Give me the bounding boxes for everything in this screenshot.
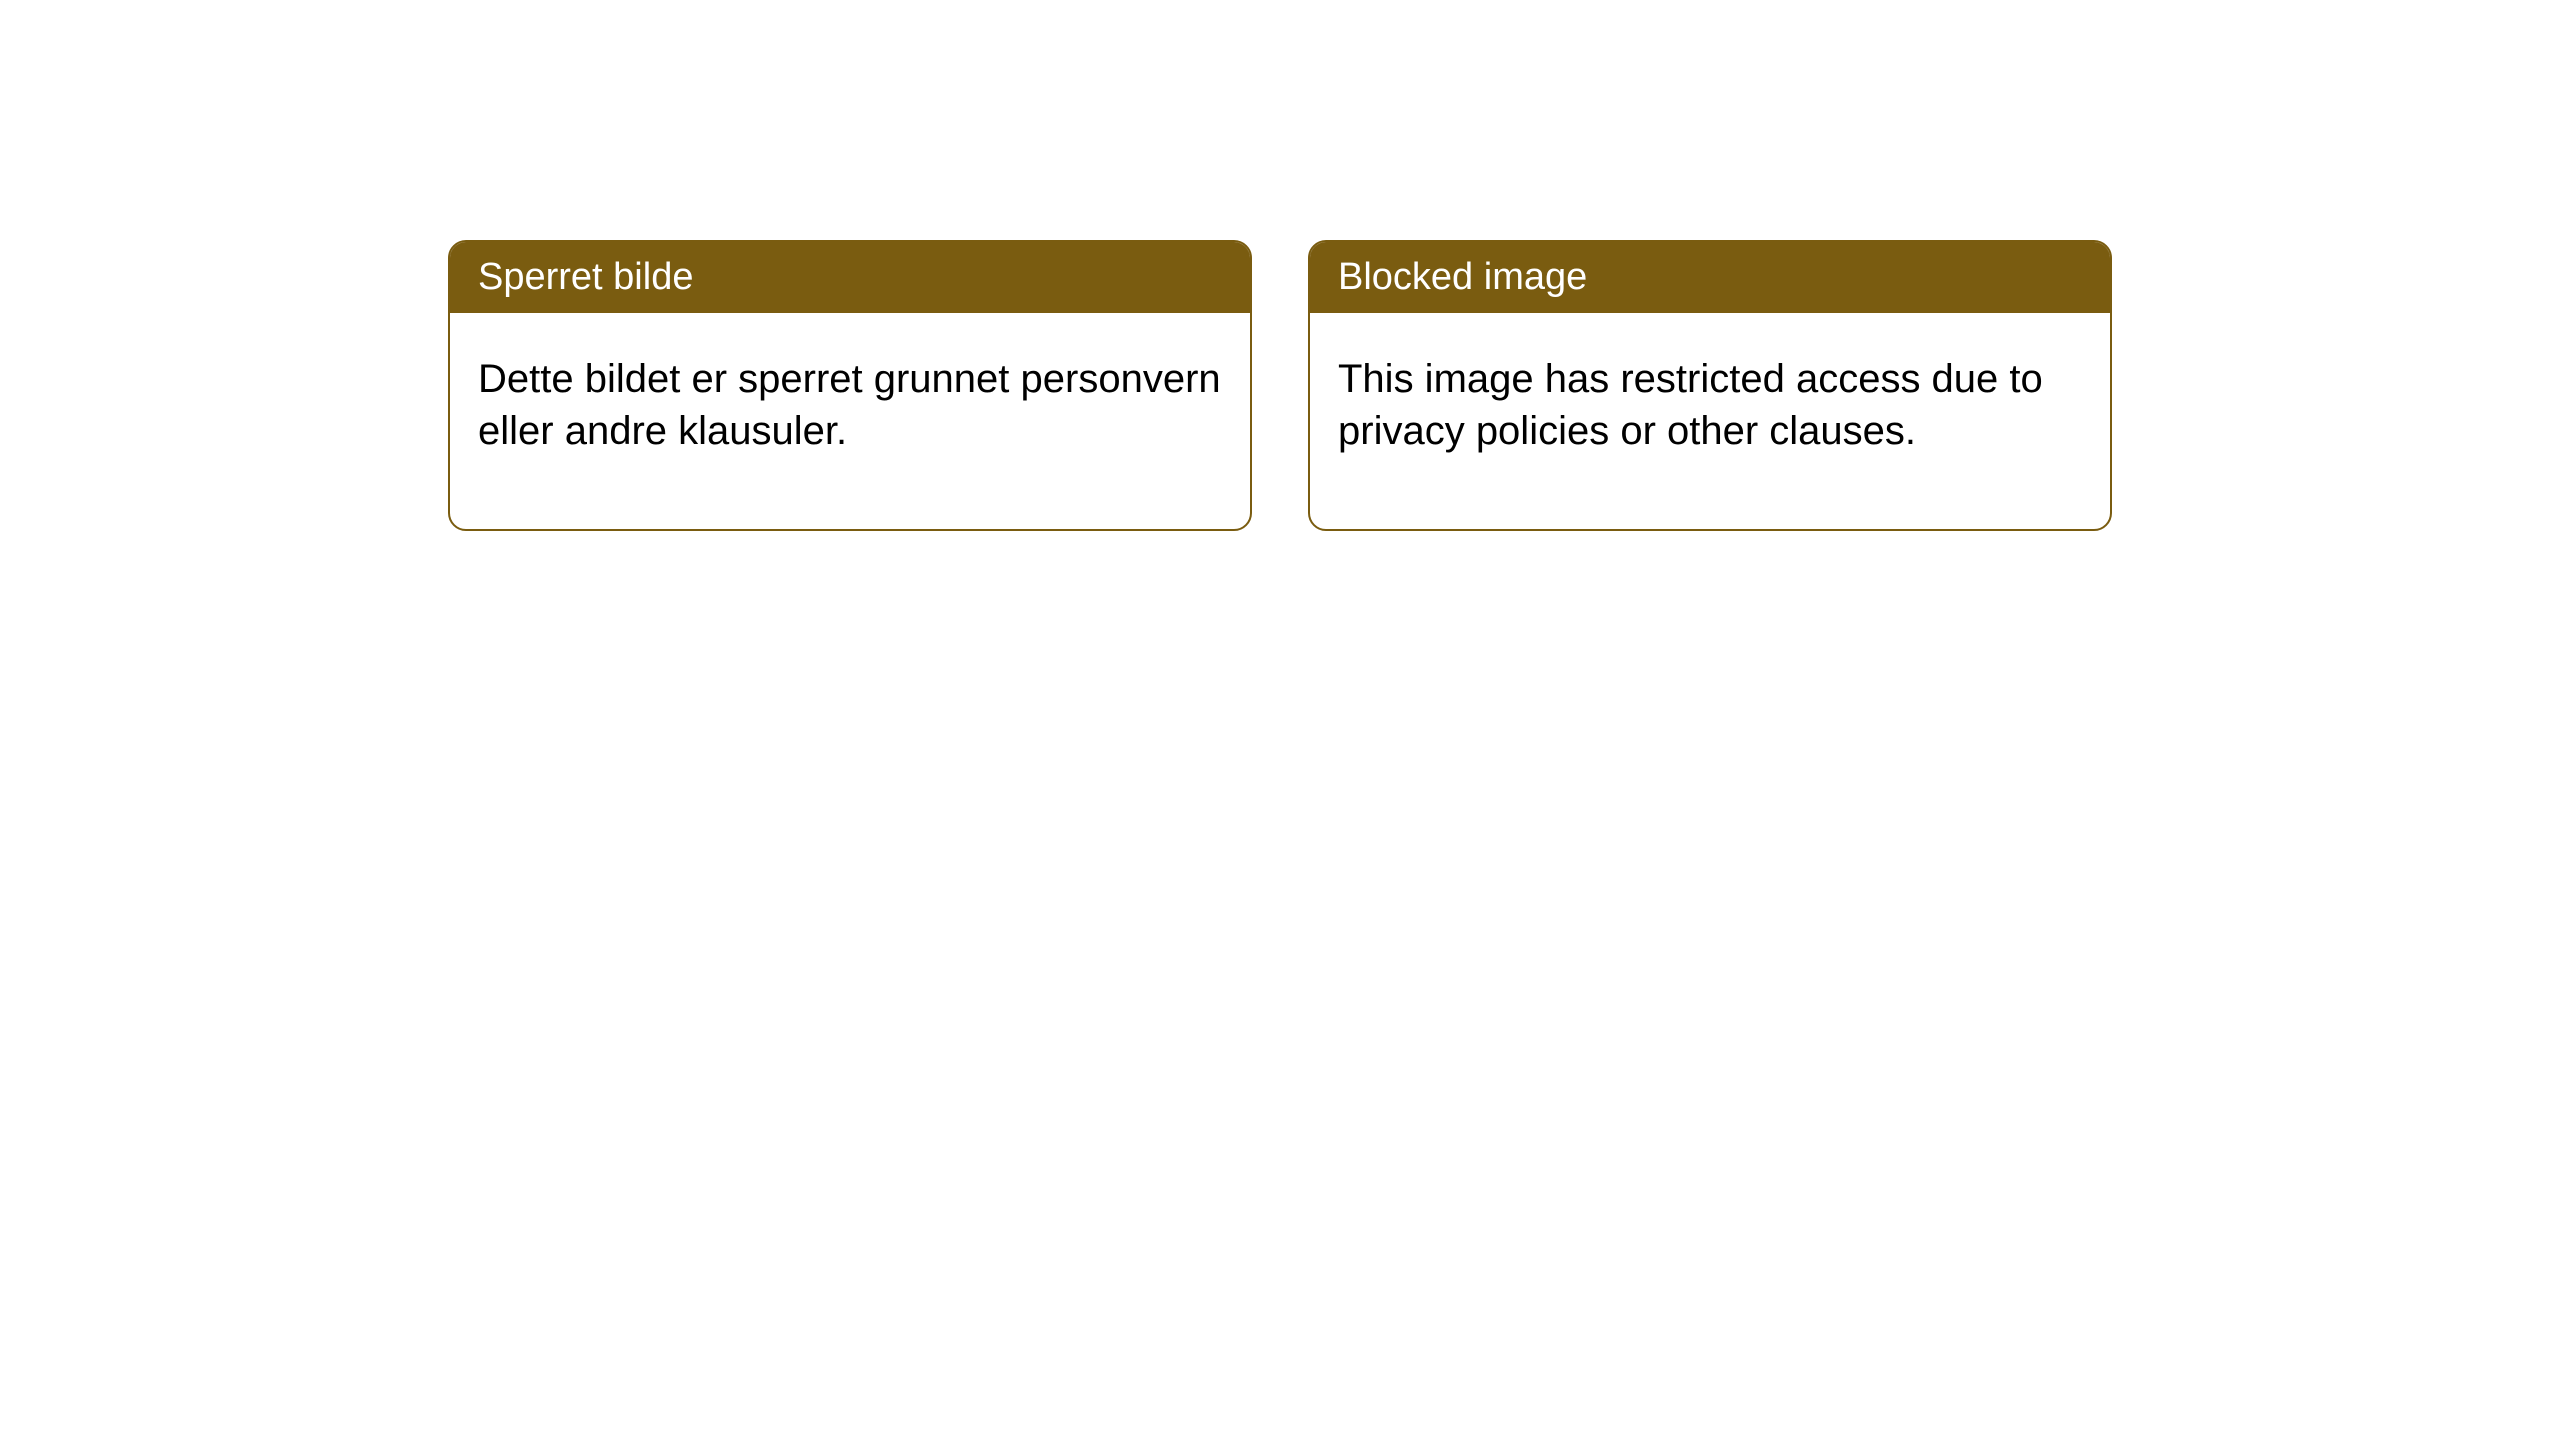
notice-title: Sperret bilde (450, 242, 1250, 313)
notice-container: Sperret bilde Dette bildet er sperret gr… (448, 240, 2112, 531)
notice-body: Dette bildet er sperret grunnet personve… (450, 313, 1250, 529)
notice-card-no: Sperret bilde Dette bildet er sperret gr… (448, 240, 1252, 531)
notice-body: This image has restricted access due to … (1310, 313, 2110, 529)
notice-card-en: Blocked image This image has restricted … (1308, 240, 2112, 531)
notice-title: Blocked image (1310, 242, 2110, 313)
